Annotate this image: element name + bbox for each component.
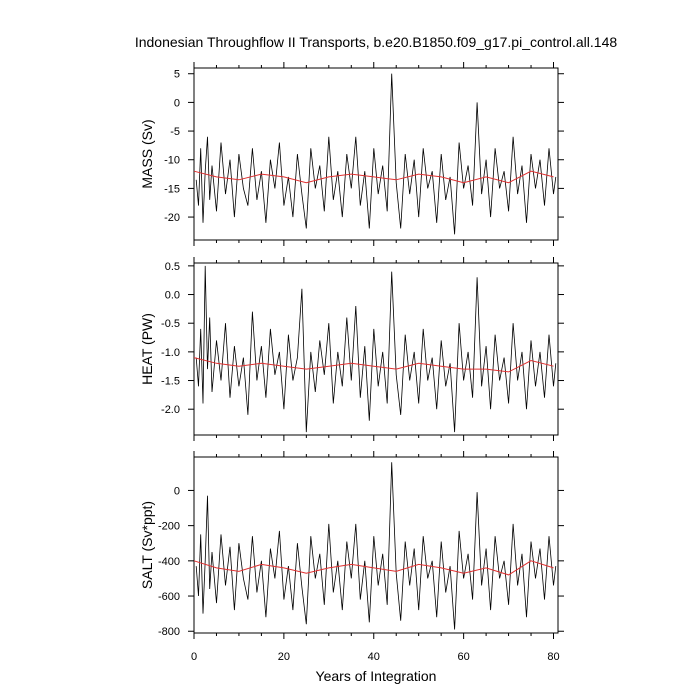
- x-tick-label: 80: [547, 651, 559, 663]
- plot-frame: [193, 262, 559, 436]
- x-tick-label: 0: [191, 651, 197, 663]
- y-tick-label: -20: [164, 212, 180, 224]
- y-tick-label: -400: [158, 556, 180, 568]
- y-tick-label: -2.0: [161, 404, 180, 416]
- x-tick-label: 20: [278, 651, 290, 663]
- y-tick-label: -10: [164, 155, 180, 167]
- y-tick-label: -5: [170, 126, 180, 138]
- panel-2: 0.5 0.0 -0.5 -1.0 -1.5 -2.0 HEAT (PW): [139, 257, 564, 441]
- y-tick-label: -800: [158, 626, 180, 638]
- figure-title: Indonesian Throughflow II Transports, b.…: [135, 34, 618, 50]
- y-tick-label: -0.5: [161, 318, 180, 330]
- series-line-smoothed: [193, 357, 554, 373]
- series-line-raw: [195, 73, 557, 235]
- x-tick-label: 60: [458, 651, 470, 663]
- plot-frame: [193, 67, 559, 241]
- series-line-raw: [195, 265, 557, 433]
- y-tick-label: 0: [174, 97, 180, 109]
- y-tick-label: 0.0: [165, 290, 180, 302]
- series-line-smoothed: [193, 560, 554, 576]
- panels: 5 0 -5 -10 -15 -20 MASS (Sv) 0.5 0.0 -0.5 -1.0 -1.5…: [139, 62, 564, 663]
- y-tick-label: -1.5: [161, 376, 180, 388]
- y-tick-label: -1.0: [161, 347, 180, 359]
- y-tick-label: 0: [174, 485, 180, 497]
- y-tick-label: -200: [158, 521, 180, 533]
- y-tick-label: -15: [164, 183, 180, 195]
- y-axis-label: MASS (Sv): [139, 119, 155, 188]
- y-axis-label: HEAT (PW): [139, 313, 155, 385]
- series-line-smoothed: [193, 170, 554, 184]
- panel-1: 5 0 -5 -10 -15 -20 MASS (Sv): [139, 62, 564, 246]
- y-axis-label: SALT (Sv*ppt): [139, 501, 155, 589]
- plot-frame: [193, 456, 559, 634]
- y-tick-label: 5: [174, 69, 180, 81]
- y-tick-label: -600: [158, 591, 180, 603]
- y-tick-label: 0.5: [165, 261, 180, 273]
- x-axis-label: Years of Integration: [316, 668, 437, 684]
- series-line-raw: [195, 462, 557, 630]
- panel-3: 0 20 40 60 80 0 -200 -400 -600 -800 SALT (Sv*ppt): [139, 451, 564, 663]
- x-tick-label: 40: [368, 651, 380, 663]
